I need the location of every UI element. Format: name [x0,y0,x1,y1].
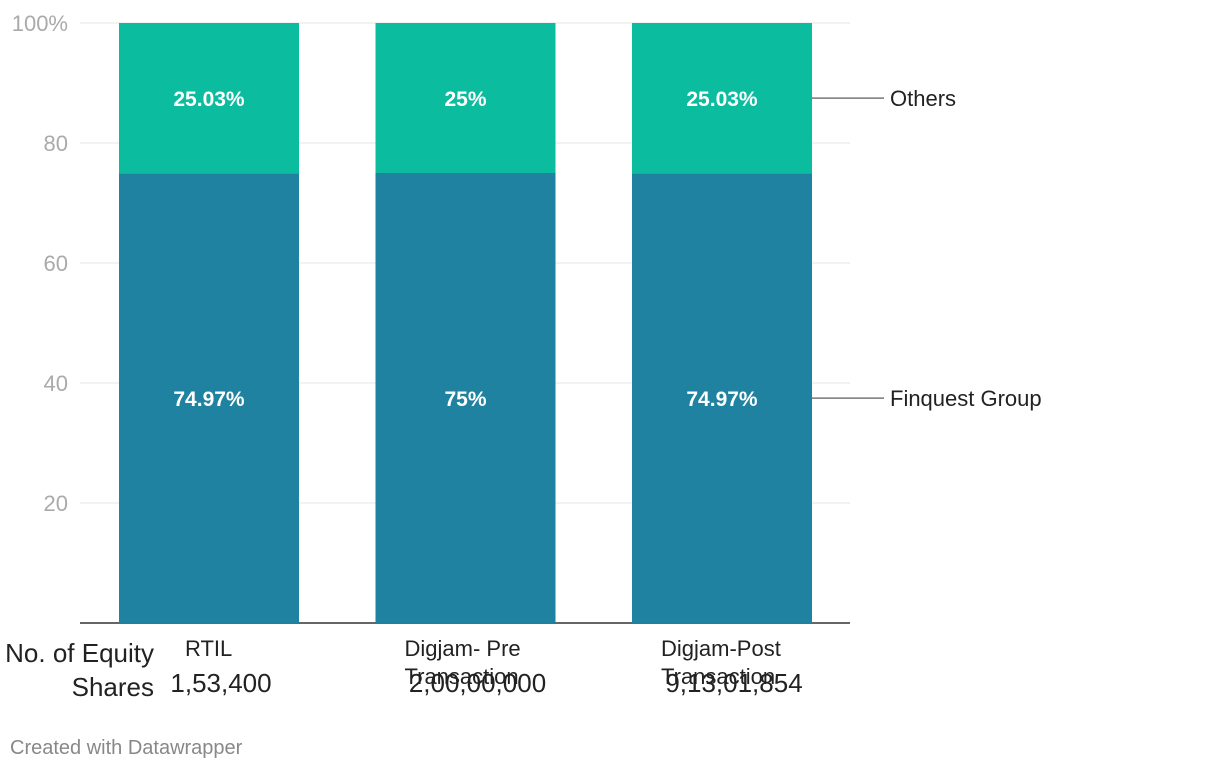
equity-shares-title: No. of Equity Shares [5,638,154,702]
segment-value-label: 25% [444,88,486,111]
x-tick-label: RTIL [185,636,232,661]
credit-text: Created with Datawrapper [10,737,243,759]
equity-shares-value: 2,00,00,000 [409,668,546,698]
y-tick-label: 100% [12,11,68,36]
y-tick-label: 80 [44,131,68,156]
y-axis: 20 40 60 80 100% [12,11,68,516]
segment-value-label: 74.97% [173,388,245,411]
y-tick-label: 40 [44,371,68,396]
equity-shares-row: No. of Equity Shares 1,53,400 2,00,00,000 9,… [5,638,803,702]
equity-shares-value: 9,13,01,854 [665,668,802,698]
x-axis: RTIL Digjam- Pre Transaction Digjam-Post Tra… [185,636,781,689]
segment-labels: 74.97% 25.03% 75% 25% 74.97% 25.03% [173,88,758,411]
segment-value-label: 74.97% [686,388,758,411]
bar-segment [632,173,812,623]
bar-segment [375,173,556,623]
y-tick-label: 60 [44,251,68,276]
x-tick-label: Digjam-Post Transaction [661,636,781,689]
x-tick-label: Digjam- Pre Transaction [405,636,521,689]
legend: Finquest Group Others [812,86,1042,411]
bar-segment [119,173,299,623]
legend-label: Finquest Group [890,386,1042,411]
y-tick-label: 20 [44,491,68,516]
equity-shares-value: 1,53,400 [170,668,271,698]
bar-segment [632,23,812,174]
bar-segment [375,23,556,173]
bars [119,23,812,623]
segment-value-label: 75% [444,388,486,411]
segment-value-label: 25.03% [686,88,758,111]
bar-segment [119,23,299,174]
segment-value-label: 25.03% [173,88,245,111]
legend-label: Others [890,86,956,111]
